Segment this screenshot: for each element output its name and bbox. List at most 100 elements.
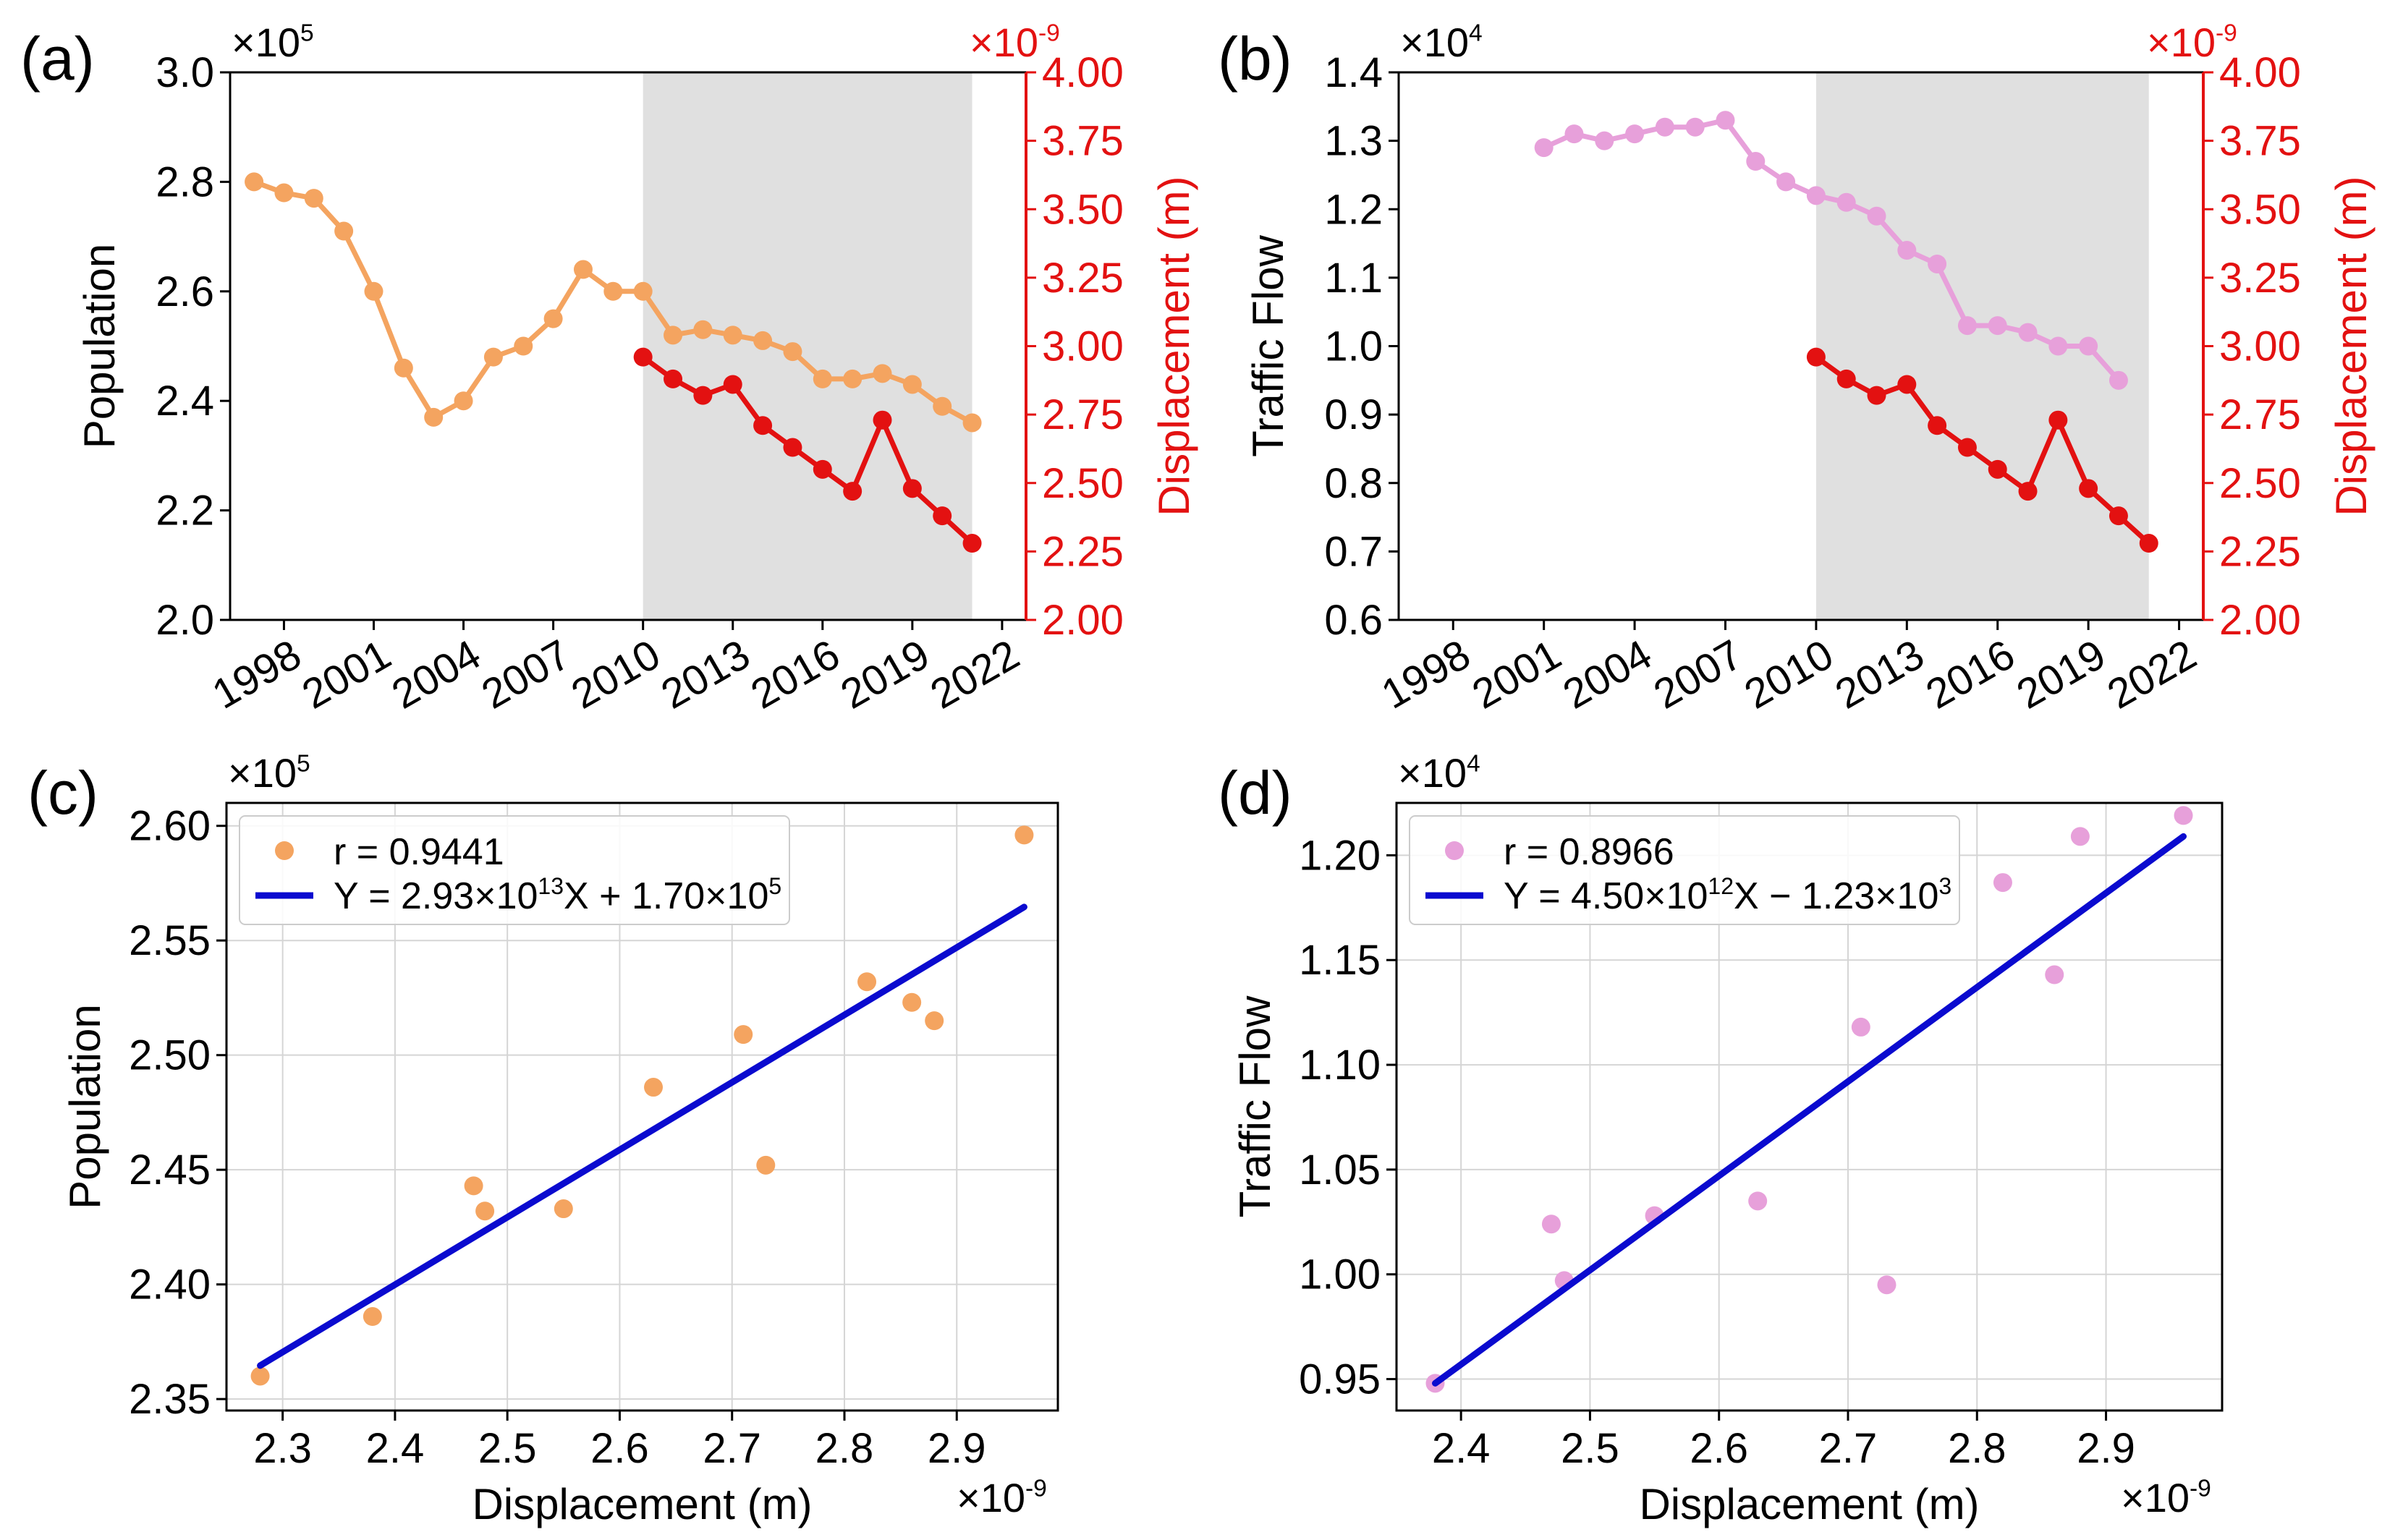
x-tick-label: 2016 — [743, 631, 847, 718]
fit-eq-part: X + 1.70×10 — [564, 875, 768, 917]
data-point-population — [873, 364, 892, 383]
data-point-traffic-flow — [1897, 241, 1917, 260]
x-tick-label: 2019 — [833, 631, 937, 718]
shaded-period — [1815, 72, 2149, 620]
y-tick-label: 1.15 — [1299, 937, 1381, 984]
data-point-displacement — [1957, 438, 1977, 457]
data-point-displacement — [2079, 479, 2098, 498]
data-point-population — [573, 260, 593, 279]
y2-tick-label: 3.00 — [1042, 323, 1124, 370]
data-point-traffic-flow — [2048, 336, 2068, 356]
panel-c: (c) 2.35 2.40 2.45 2.50 2.55 2.60 2.3 2.4 2.5 2.6 2… — [27, 750, 1059, 1528]
y2-tick-label: 3.25 — [2219, 255, 2301, 302]
x-axis-label: Displacement (m) — [1639, 1480, 1979, 1528]
scatter-point — [475, 1201, 495, 1221]
data-point-population — [454, 391, 473, 411]
data-point-population — [783, 342, 802, 362]
fit-eq-exp: 5 — [768, 873, 781, 899]
data-point-population — [902, 375, 922, 394]
x-tick-label: 2001 — [294, 631, 399, 718]
y2-multiplier-base: ×10 — [2147, 20, 2216, 65]
data-point-traffic-flow — [1564, 124, 1584, 144]
data-point-population — [364, 281, 383, 301]
x-tick-label: 2.3 — [253, 1425, 312, 1472]
y-tick-label: 1.2 — [1324, 186, 1383, 233]
scatter-point — [902, 992, 922, 1012]
data-point-displacement — [962, 534, 982, 553]
y-multiplier-exp: 4 — [1467, 751, 1480, 778]
data-point-displacement — [933, 506, 952, 526]
x-tick-label: 2022 — [923, 631, 1027, 718]
panel-label: (d) — [1218, 759, 1292, 827]
data-point-traffic-flow — [1625, 124, 1645, 144]
y-tick-label: 2.35 — [129, 1376, 211, 1423]
scatter-point — [250, 1366, 270, 1386]
scatter-point — [644, 1078, 664, 1097]
data-point-traffic-flow — [1746, 152, 1766, 171]
y-tick-label: 2.40 — [129, 1262, 211, 1309]
data-point-displacement — [1928, 416, 1947, 435]
y-tick-label: 1.1 — [1324, 255, 1383, 302]
y2-multiplier: ×10-9 — [970, 20, 1060, 65]
x-tick-label: 2.9 — [928, 1425, 986, 1472]
scatter-point — [1877, 1275, 1896, 1295]
data-point-population — [723, 326, 742, 345]
plot-frame — [1395, 801, 2224, 1412]
y2-multiplier-base: ×10 — [970, 20, 1038, 65]
x-multiplier-exp: -9 — [1025, 1476, 1047, 1502]
legend-label-points: r = 0.8966 — [1504, 831, 1674, 873]
data-point-population — [514, 336, 533, 356]
data-point-traffic-flow — [1534, 138, 1554, 158]
x-tick-label: 2.6 — [590, 1425, 649, 1472]
y-multiplier-base: ×10 — [228, 750, 297, 796]
panel-label: (c) — [27, 759, 98, 827]
data-point-displacement — [1806, 347, 1826, 367]
fit-line — [1431, 833, 2187, 1387]
panel-label: (b) — [1218, 25, 1292, 93]
fit-eq-part: Y = 2.93×10 — [334, 875, 538, 917]
fit-eq-exp: 3 — [1938, 873, 1951, 899]
x-tick-label: 1998 — [1374, 631, 1478, 718]
data-point-population — [245, 172, 264, 192]
x-tick-label: 2.5 — [478, 1425, 537, 1472]
data-point-traffic-flow — [1685, 117, 1705, 137]
x-tick-label: 2.7 — [1819, 1425, 1878, 1472]
y-tick-label: 1.00 — [1299, 1251, 1381, 1298]
data-point-displacement — [873, 410, 892, 430]
x-multiplier: ×10-9 — [957, 1475, 1047, 1520]
y-tick-label: 1.0 — [1324, 323, 1383, 370]
y-tick-label: 2.8 — [156, 158, 214, 205]
data-point-displacement — [2018, 482, 2038, 501]
x-tick-label: 2.4 — [1432, 1425, 1491, 1472]
y2-multiplier: ×10-9 — [2147, 20, 2237, 65]
y-tick-label: 0.95 — [1299, 1356, 1381, 1403]
data-point-traffic-flow — [1867, 206, 1886, 226]
plot-frame — [225, 801, 1059, 1412]
scatter-point — [925, 1011, 944, 1031]
scatter-point — [363, 1307, 382, 1327]
y2-tick-label: 3.50 — [2219, 186, 2301, 233]
data-point-traffic-flow — [2109, 370, 2128, 390]
x-tick-label: 2004 — [384, 631, 488, 718]
panel-b: (b) 0.6 0.7 0.8 0.9 1.0 1.1 1.2 1.3 1.4 2.00 2.25 2.… — [1218, 20, 2376, 718]
y-multiplier: ×104 — [1400, 20, 1483, 65]
legend-box — [1409, 815, 1960, 925]
data-point-displacement — [783, 438, 802, 457]
x-tick-label: 2.9 — [2077, 1425, 2135, 1472]
fit-eq-part: Y = 4.50×10 — [1504, 875, 1708, 917]
data-point-population — [543, 309, 563, 328]
y-tick-label: 1.4 — [1324, 49, 1383, 96]
x-tick-label: 2013 — [653, 631, 758, 718]
scatter-point — [734, 1025, 753, 1045]
y2-tick-label: 2.50 — [2219, 460, 2301, 507]
x-tick-label: 2007 — [474, 631, 578, 718]
y2-tick-label: 4.00 — [1042, 49, 1124, 96]
x-tick-label: 2022 — [2100, 631, 2204, 718]
x-tick-label: 2016 — [1918, 631, 2022, 718]
scatter-point — [1993, 873, 2012, 893]
data-point-displacement — [813, 459, 832, 479]
data-point-displacement — [2109, 506, 2128, 526]
